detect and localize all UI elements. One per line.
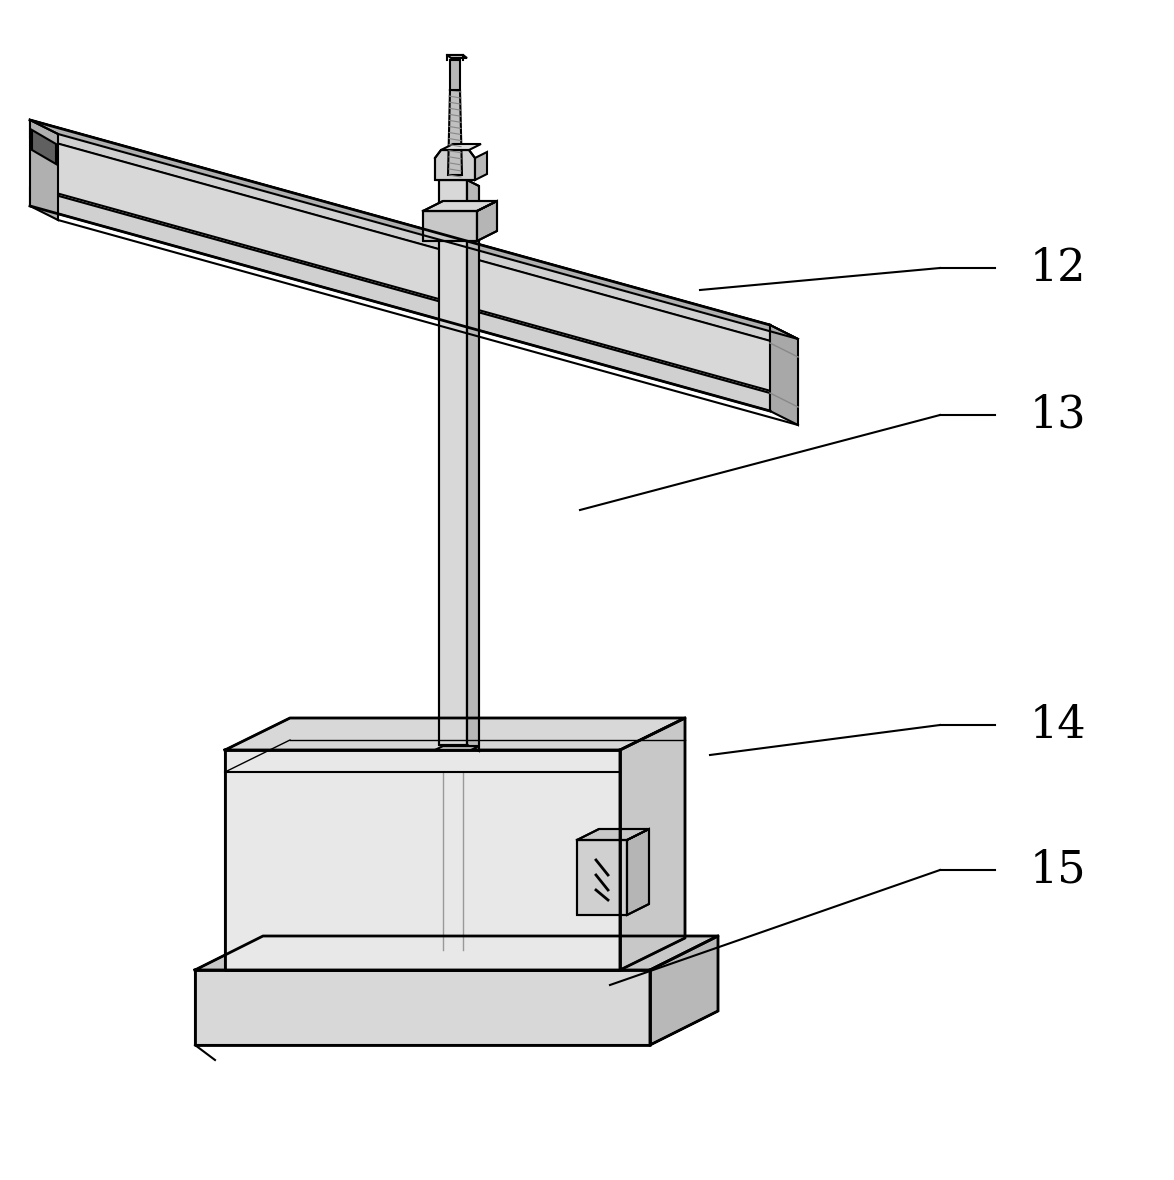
Polygon shape xyxy=(195,970,650,1045)
Polygon shape xyxy=(620,717,684,970)
Polygon shape xyxy=(423,211,477,241)
Polygon shape xyxy=(32,130,56,164)
Polygon shape xyxy=(31,138,778,343)
Polygon shape xyxy=(31,120,770,343)
Text: 14: 14 xyxy=(1030,703,1087,747)
Polygon shape xyxy=(778,343,798,407)
Polygon shape xyxy=(423,201,497,211)
Polygon shape xyxy=(195,936,718,970)
Text: 12: 12 xyxy=(1030,247,1086,289)
Polygon shape xyxy=(31,120,798,339)
Polygon shape xyxy=(477,201,497,241)
Polygon shape xyxy=(225,750,620,970)
Polygon shape xyxy=(31,120,58,219)
Polygon shape xyxy=(441,144,481,150)
Polygon shape xyxy=(467,181,479,750)
Polygon shape xyxy=(436,150,475,181)
Polygon shape xyxy=(225,717,684,750)
Polygon shape xyxy=(436,746,479,750)
Polygon shape xyxy=(31,188,798,407)
Polygon shape xyxy=(770,324,798,425)
Polygon shape xyxy=(576,830,649,840)
Polygon shape xyxy=(448,90,463,175)
Polygon shape xyxy=(439,181,467,745)
Polygon shape xyxy=(31,188,770,411)
Text: 15: 15 xyxy=(1030,848,1086,892)
Text: 13: 13 xyxy=(1030,393,1086,437)
Polygon shape xyxy=(627,830,649,914)
Polygon shape xyxy=(38,138,778,393)
Polygon shape xyxy=(447,55,467,58)
Polygon shape xyxy=(576,840,627,914)
Polygon shape xyxy=(475,152,487,181)
Polygon shape xyxy=(650,936,718,1045)
Polygon shape xyxy=(450,60,460,90)
